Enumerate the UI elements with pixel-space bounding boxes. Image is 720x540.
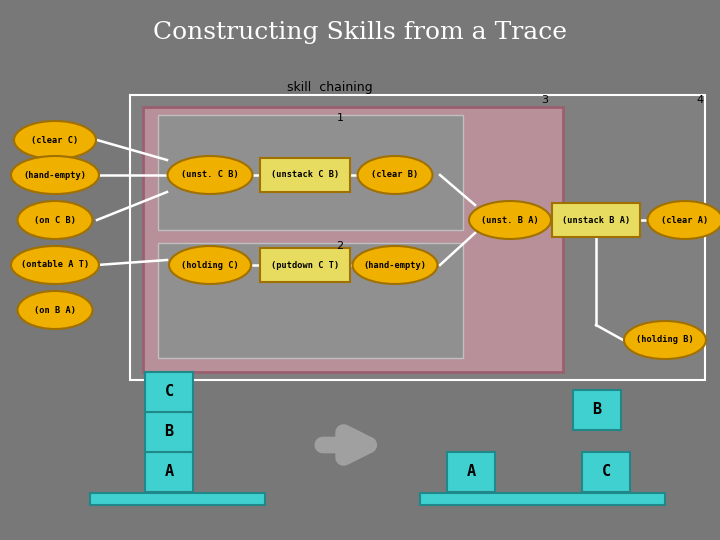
Bar [447, 452, 495, 492]
Text: (clear C): (clear C) [32, 136, 78, 145]
Text: (unst. C B): (unst. C B) [181, 171, 239, 179]
Text: Constructing Skills from a Trace: Constructing Skills from a Trace [153, 21, 567, 44]
Ellipse shape [353, 246, 438, 284]
Bar [90, 493, 265, 505]
Ellipse shape [647, 201, 720, 239]
Text: (hand-empty): (hand-empty) [364, 260, 426, 269]
Bar [130, 95, 705, 380]
Ellipse shape [11, 156, 99, 194]
Bar [420, 493, 665, 505]
Text: (on C B): (on C B) [34, 215, 76, 225]
Text: (on B A): (on B A) [34, 306, 76, 314]
Bar [260, 158, 350, 192]
Bar [145, 372, 193, 412]
Text: 1: 1 [336, 113, 343, 123]
Text: (clear A): (clear A) [662, 215, 708, 225]
Text: (unstack C B): (unstack C B) [271, 171, 339, 179]
Text: (putdown C T): (putdown C T) [271, 260, 339, 269]
Ellipse shape [11, 246, 99, 284]
Text: skill  chaining: skill chaining [287, 82, 373, 94]
Text: 2: 2 [336, 241, 343, 251]
Bar [145, 412, 193, 452]
Ellipse shape [17, 291, 92, 329]
Text: (holding B): (holding B) [636, 335, 694, 345]
Text: B: B [164, 424, 174, 440]
Text: A: A [467, 464, 476, 480]
Bar [143, 107, 563, 372]
Text: B: B [593, 402, 602, 417]
Text: (ontable A T): (ontable A T) [21, 260, 89, 269]
Text: C: C [164, 384, 174, 400]
Bar [158, 243, 463, 358]
Text: A: A [164, 464, 174, 480]
Bar [260, 248, 350, 282]
Text: (unstack B A): (unstack B A) [562, 215, 630, 225]
Bar [158, 115, 463, 230]
Text: (holding C): (holding C) [181, 260, 239, 269]
Text: 4: 4 [696, 95, 703, 105]
Ellipse shape [14, 121, 96, 159]
Text: (unst. B A): (unst. B A) [481, 215, 539, 225]
Ellipse shape [624, 321, 706, 359]
Bar [145, 452, 193, 492]
Ellipse shape [469, 201, 551, 239]
Text: 3: 3 [541, 95, 549, 105]
Ellipse shape [168, 156, 253, 194]
Ellipse shape [17, 201, 92, 239]
Text: (hand-empty): (hand-empty) [24, 171, 86, 179]
Ellipse shape [169, 246, 251, 284]
Bar [582, 452, 630, 492]
Text: C: C [601, 464, 611, 480]
Bar [573, 390, 621, 430]
Bar [552, 203, 640, 237]
Ellipse shape [358, 156, 433, 194]
Text: (clear B): (clear B) [372, 171, 418, 179]
